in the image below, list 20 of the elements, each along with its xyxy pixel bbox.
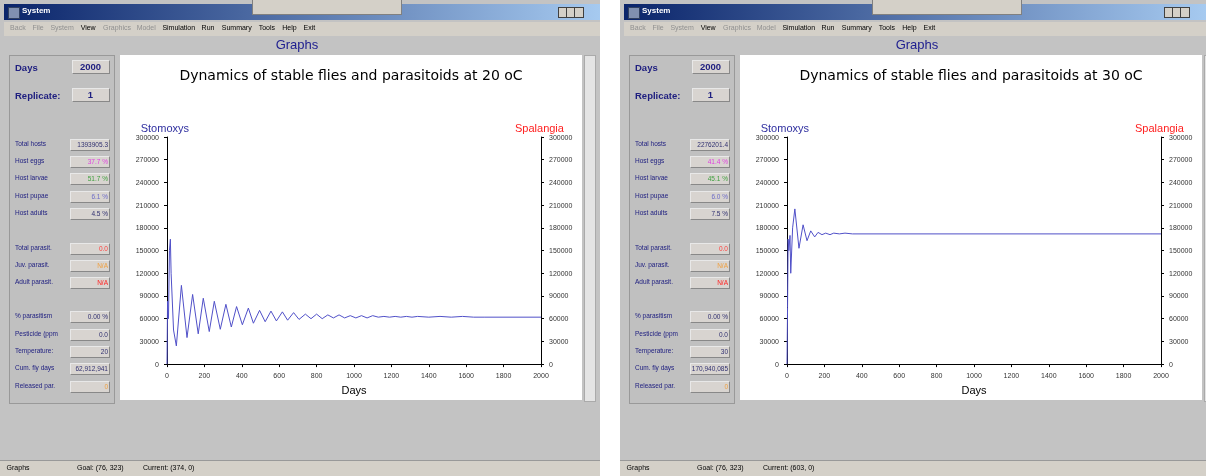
text: 2000 [692, 60, 730, 74]
text: Replicate: [15, 90, 61, 101]
x-axis-title: Days [341, 383, 368, 396]
chart-title: Dynamics of stable flies and parasitoids at 30 oC [799, 67, 1143, 83]
y2-axis-title: Spalangia [515, 121, 565, 134]
text: Replicate: [635, 90, 681, 101]
x-axis-title: Days [961, 383, 988, 396]
y-axis-title: Stomoxys [760, 121, 810, 134]
y-axis-title: Stomoxys [140, 121, 190, 134]
text: Days [635, 62, 658, 73]
text: Graphs [274, 37, 320, 52]
text: System [22, 6, 51, 15]
text: Graphs [894, 37, 940, 52]
text: System [642, 6, 671, 15]
text: 2000 [72, 60, 110, 74]
text: 1 [72, 88, 110, 102]
text: 1 [692, 88, 730, 102]
chart-title: Dynamics of stable flies and parasitoids at 20 oC [179, 67, 523, 83]
y2-axis-title: Spalangia [1135, 121, 1185, 134]
text: Days [15, 62, 38, 73]
